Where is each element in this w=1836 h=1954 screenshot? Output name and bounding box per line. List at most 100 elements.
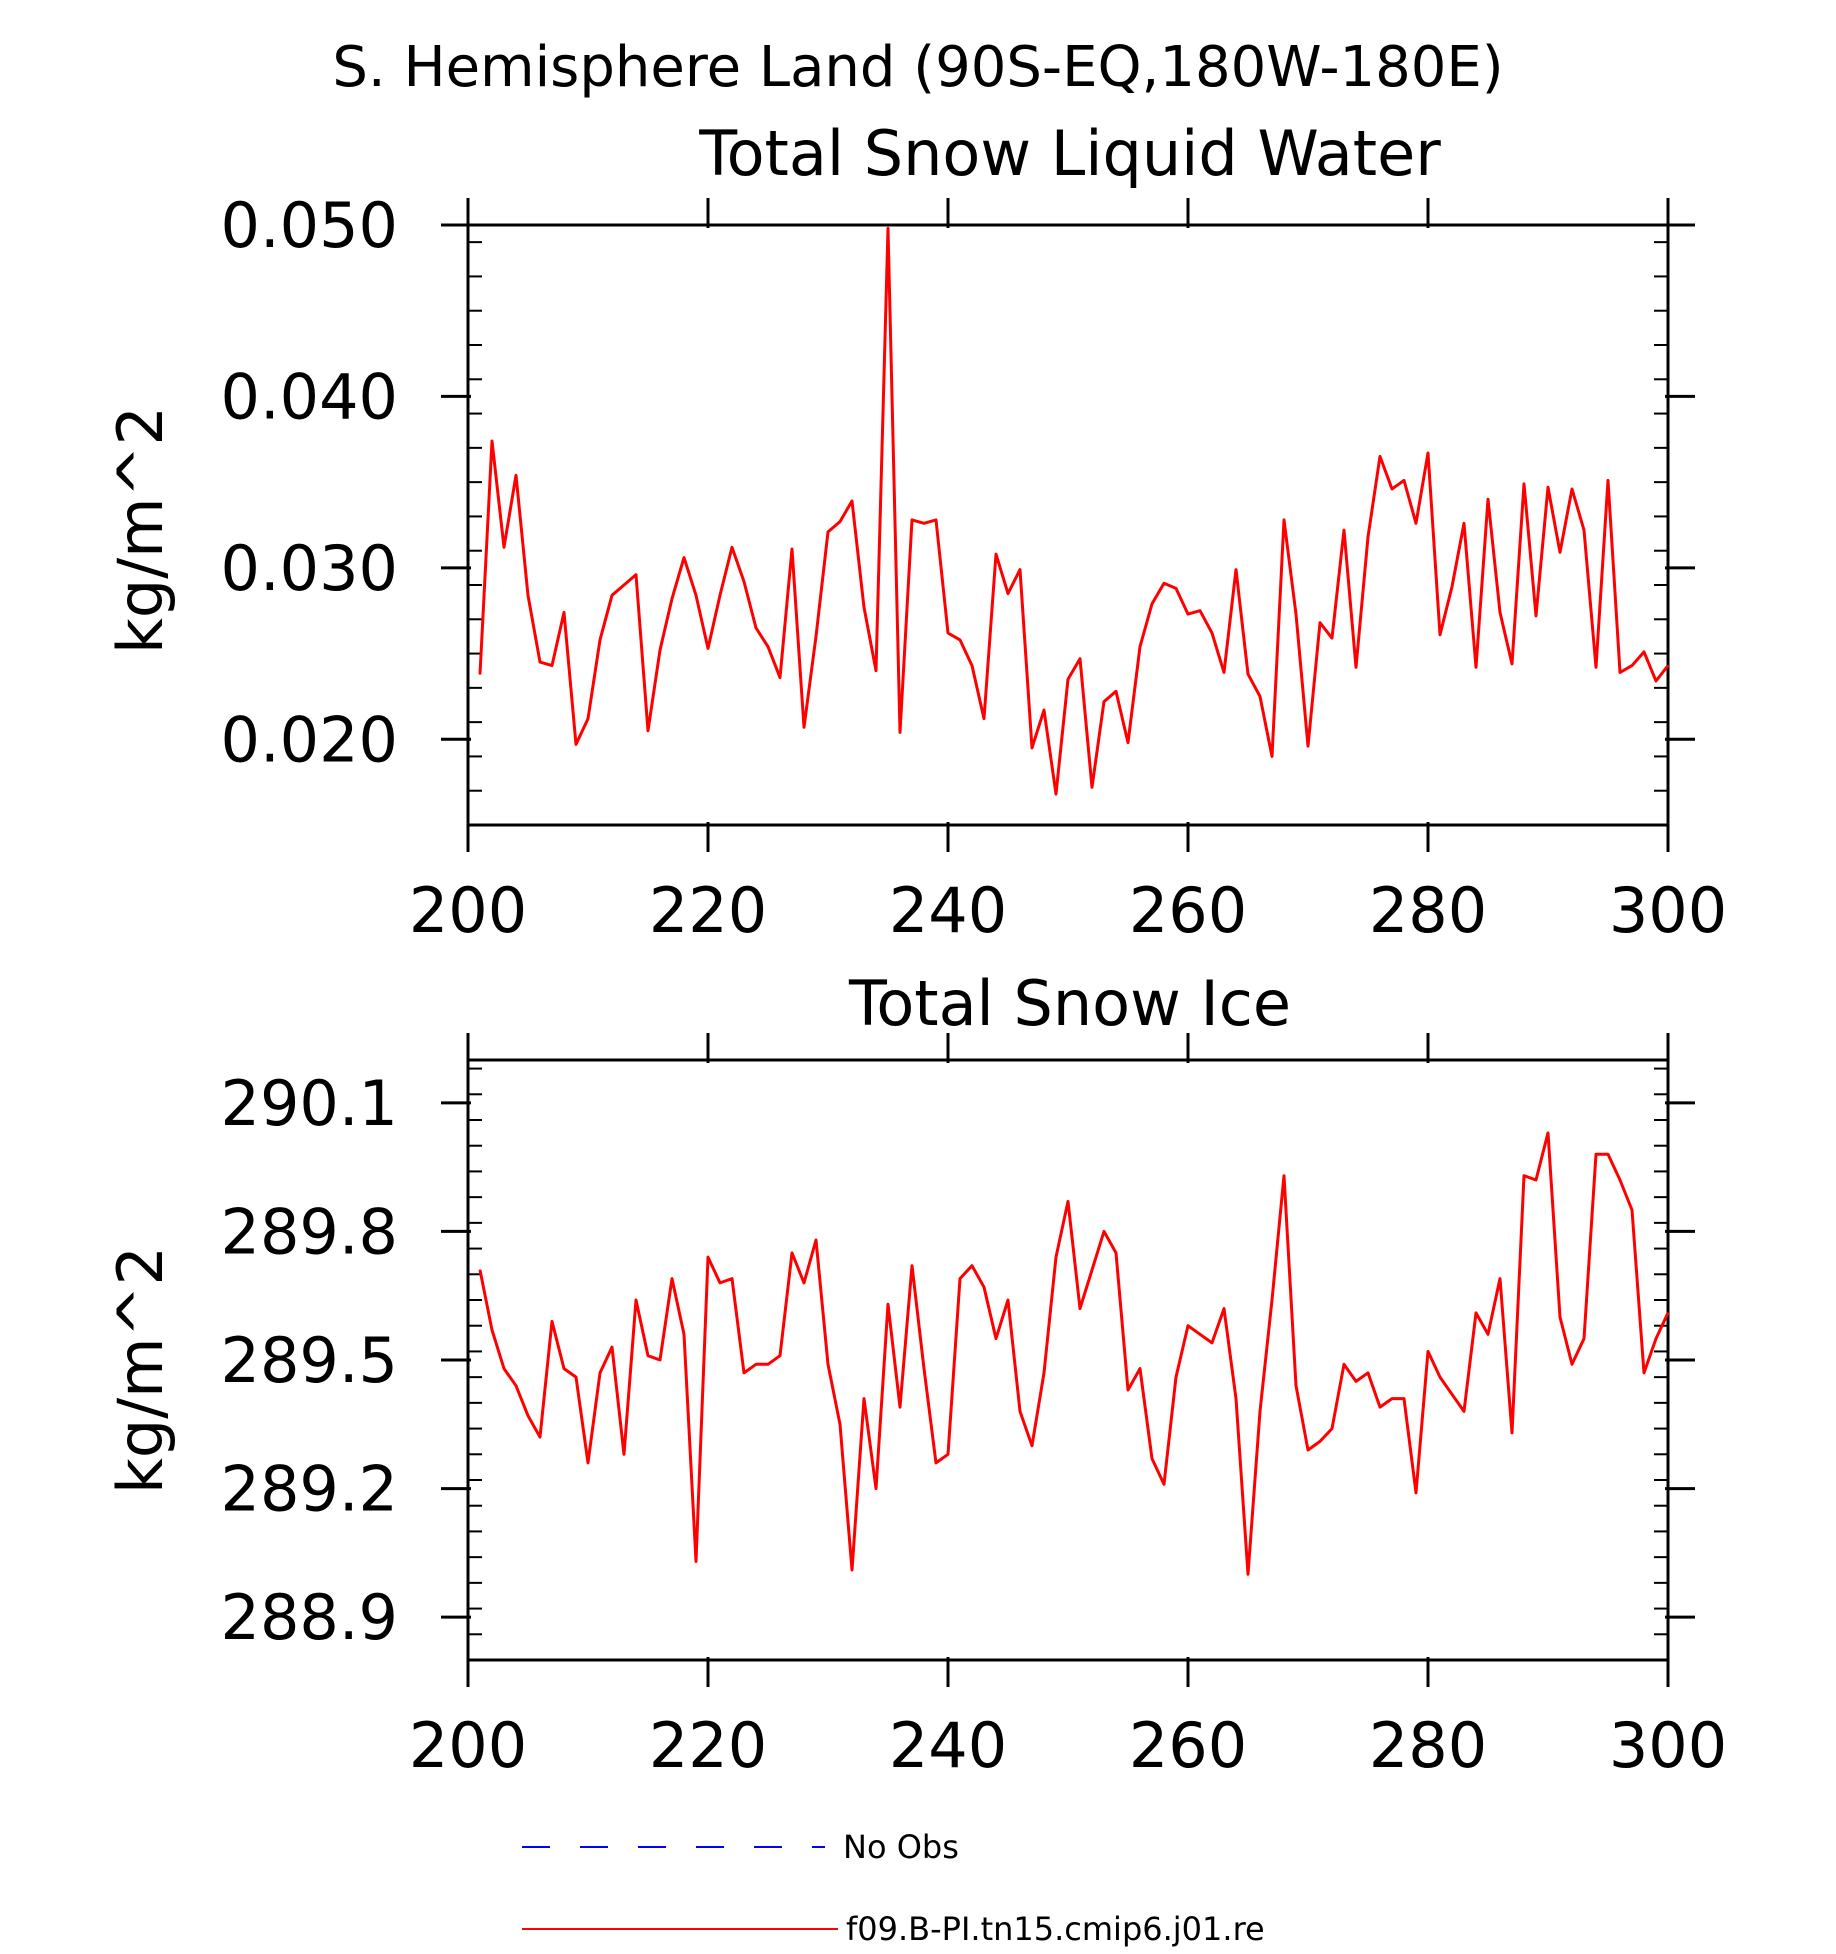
data-point [1223, 671, 1225, 674]
data-point [1439, 633, 1441, 636]
series-line [478, 226, 1670, 796]
data-point [1199, 1333, 1201, 1336]
y-tick-label: 289.8 [221, 1195, 399, 1268]
data-point [587, 717, 589, 720]
data-point [1655, 1337, 1657, 1340]
data-point [527, 1414, 529, 1417]
data-point [947, 632, 949, 634]
y-tick-label: 0.040 [221, 360, 399, 433]
data-point [515, 474, 517, 477]
data-point [1259, 1410, 1261, 1413]
data-point [839, 520, 841, 523]
y-tick-label: 290.1 [221, 1067, 399, 1140]
data-point [599, 639, 601, 641]
data-point [983, 1286, 985, 1288]
data-point [659, 1359, 661, 1361]
data-point [1163, 582, 1165, 585]
data-point [1331, 1427, 1333, 1430]
data-point [1643, 1372, 1645, 1374]
x-tick-label: 240 [889, 1709, 1007, 1782]
data-point [1043, 709, 1045, 711]
data-point [1187, 613, 1189, 615]
data-point [1343, 529, 1345, 531]
x-tick-label: 260 [1129, 874, 1247, 947]
data-point [1139, 645, 1141, 648]
data-point [1235, 568, 1237, 571]
y-tick-label: 0.030 [221, 532, 399, 605]
data-point [1475, 1312, 1477, 1314]
data-point [1247, 673, 1249, 675]
data-point [911, 519, 913, 521]
data-point [887, 227, 889, 230]
data-point [1379, 1406, 1381, 1408]
data-point [1571, 1363, 1573, 1366]
data-point [743, 1372, 745, 1374]
data-point [1223, 1307, 1225, 1310]
data-point [1007, 1299, 1009, 1301]
data-point [887, 1303, 889, 1306]
data-point [1655, 680, 1657, 682]
data-point [1535, 615, 1537, 617]
data-point [1367, 1372, 1369, 1374]
data-point [683, 556, 685, 559]
data-point [1523, 483, 1525, 485]
data-point [539, 1436, 541, 1438]
data-point [1139, 1367, 1141, 1370]
panel-title: Total Snow Ice [848, 967, 1291, 1040]
data-point [1235, 1397, 1237, 1400]
data-point [491, 440, 493, 442]
data-point [1511, 663, 1513, 665]
data-point [839, 1423, 841, 1426]
data-point [1319, 1440, 1321, 1443]
data-point [539, 661, 541, 663]
data-point [731, 546, 733, 549]
legend-label: No Obs [843, 1828, 959, 1866]
data-point [719, 594, 721, 597]
data-point [1355, 1380, 1357, 1383]
data-point [1439, 1376, 1441, 1378]
series-line [478, 1131, 1670, 1576]
data-point [1343, 1363, 1345, 1366]
data-point [563, 1367, 565, 1370]
data-point [1427, 1350, 1429, 1353]
data-point [659, 649, 661, 651]
data-point [1019, 1410, 1021, 1413]
data-point [959, 639, 961, 641]
data-point [623, 584, 625, 586]
data-point [1127, 741, 1129, 744]
data-point [1415, 1492, 1417, 1494]
data-point [1187, 1324, 1189, 1327]
y-tick-label: 0.050 [221, 189, 399, 262]
data-point [1595, 666, 1597, 669]
data-point [791, 548, 793, 550]
y-tick-label: 289.2 [221, 1453, 399, 1526]
legend-label: f09.B-PI.tn15.cmip6.j01.re [846, 1910, 1265, 1948]
data-point [995, 553, 997, 555]
data-point [1283, 1174, 1285, 1177]
data-point [1667, 1312, 1669, 1314]
data-point [1643, 651, 1645, 653]
data-point [1175, 587, 1177, 590]
data-point [647, 1354, 649, 1357]
data-point [1043, 1372, 1045, 1374]
data-point [635, 573, 637, 576]
x-tick-label: 300 [1609, 874, 1727, 947]
data-point [1283, 519, 1285, 521]
data-point [803, 1282, 805, 1284]
data-point [827, 1363, 829, 1366]
data-point [1295, 1384, 1297, 1387]
data-point [1427, 452, 1429, 454]
data-point [1619, 671, 1621, 674]
data-point [743, 580, 745, 583]
data-point [1451, 585, 1453, 588]
data-point [1559, 1316, 1561, 1318]
x-tick-label: 200 [409, 874, 527, 947]
data-point [1031, 1444, 1033, 1447]
data-point [1571, 488, 1573, 490]
data-point [1415, 522, 1417, 525]
data-point [1091, 1269, 1093, 1271]
y-axis-label: kg/m^2 [104, 1246, 177, 1494]
data-point [1259, 695, 1261, 698]
data-point [1547, 486, 1549, 489]
